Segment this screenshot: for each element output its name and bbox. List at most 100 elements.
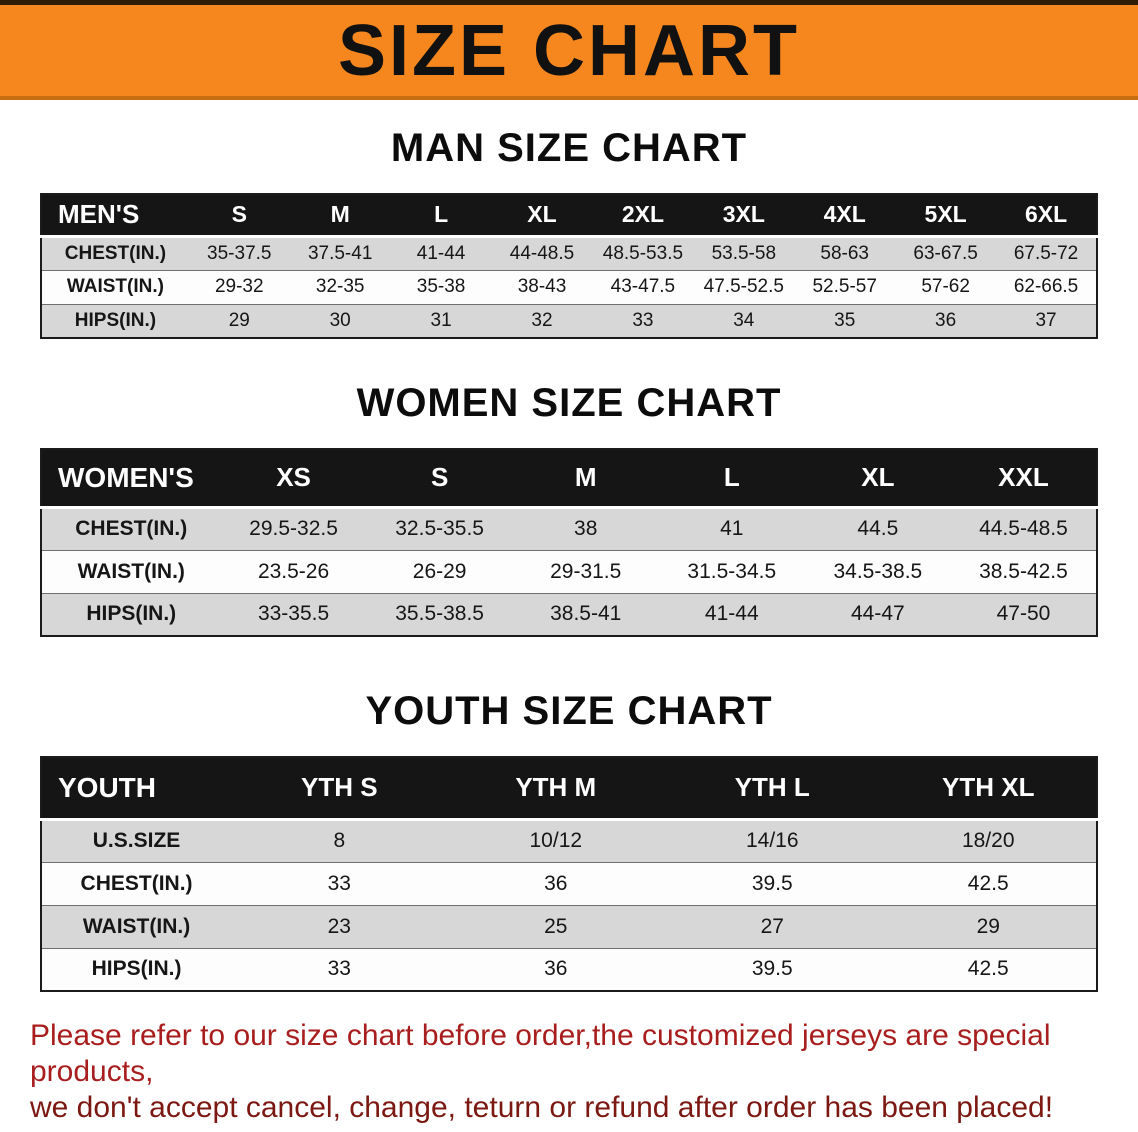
size-value: 31.5-34.5 — [658, 549, 805, 593]
size-value: 41-44 — [390, 235, 492, 270]
size-value: 47.5-52.5 — [693, 269, 795, 304]
size-value: 32.5-35.5 — [366, 506, 513, 550]
size-value: 33 — [231, 861, 448, 905]
size-value: 33 — [231, 947, 448, 991]
size-column-header: XXL — [950, 449, 1097, 509]
header-row: MEN'S S M L XL 2XL 3XL 4XL 5XL 6XL — [41, 194, 1097, 238]
women-size-table: WOMEN'S XS S M L XL XXL CHEST(IN.) 29.5-32.5 32.5… — [40, 448, 1098, 637]
footer-note: Please refer to our size chart before or… — [0, 1018, 1138, 1126]
size-value: 48.5-53.5 — [592, 235, 694, 270]
size-value: 39.5 — [664, 947, 881, 991]
size-value: 29.5-32.5 — [220, 506, 367, 550]
size-value: 44.5-48.5 — [950, 506, 1097, 550]
size-value: 35-37.5 — [188, 235, 290, 270]
size-value: 67.5-72 — [996, 235, 1097, 270]
size-column-header: L — [390, 194, 492, 238]
size-value: 23 — [231, 904, 448, 948]
size-value: 62-66.5 — [996, 269, 1097, 304]
size-value: 10/12 — [447, 818, 665, 862]
size-column-header: XL — [491, 194, 593, 238]
size-value: 25 — [447, 904, 665, 948]
size-chart-banner: SIZE CHART — [0, 0, 1138, 100]
size-value: 36 — [447, 947, 665, 991]
size-value: 32 — [491, 303, 593, 338]
size-value: 18/20 — [880, 818, 1097, 862]
table-title-cell: YOUTH — [41, 757, 232, 821]
size-column-header: L — [658, 449, 805, 509]
youth-size-section: YOUTH SIZE CHART YOUTH YTH S YTH M YTH L YTH… — [0, 689, 1138, 992]
table-row: HIPS(IN.) 33-35.5 35.5-38.5 38.5-41 41-44 44-… — [41, 592, 1097, 636]
row-label: HIPS(IN.) — [41, 303, 189, 338]
size-value: 53.5-58 — [693, 235, 795, 270]
row-label: CHEST(IN.) — [41, 861, 232, 905]
size-value: 30 — [289, 303, 391, 338]
size-value: 47-50 — [950, 592, 1097, 636]
size-value: 57-62 — [895, 269, 997, 304]
size-value: 38.5-41 — [512, 592, 659, 636]
size-value: 8 — [231, 818, 448, 862]
size-column-header: 6XL — [996, 194, 1097, 238]
size-value: 27 — [664, 904, 881, 948]
header-row: WOMEN'S XS S M L XL XXL — [41, 449, 1097, 509]
row-label: HIPS(IN.) — [41, 592, 221, 636]
size-column-header: XS — [220, 449, 367, 509]
size-column-header: YTH XL — [880, 757, 1097, 821]
footer-note-line1: Please refer to our size chart before or… — [30, 1019, 1051, 1088]
table-row: HIPS(IN.) 29 30 31 32 33 34 35 36 37 — [41, 303, 1097, 338]
size-value: 52.5-57 — [794, 269, 896, 304]
youth-size-table-grid: YOUTH YTH S YTH M YTH L YTH XL U.S.SIZE 8 10/12… — [40, 756, 1098, 992]
row-label: WAIST(IN.) — [41, 549, 221, 593]
table-row: WAIST(IN.) 23 25 27 29 — [41, 904, 1097, 948]
man-size-table: MEN'S S M L XL 2XL 3XL 4XL 5XL 6XL CHEST(IN.) 35-37… — [40, 193, 1098, 339]
table-row: CHEST(IN.) 33 36 39.5 42.5 — [41, 861, 1097, 905]
size-value: 44-47 — [804, 592, 951, 636]
women-size-section: WOMEN SIZE CHART WOMEN'S XS S M L XL XXL CHEST(… — [0, 381, 1138, 637]
size-value: 29 — [188, 303, 290, 338]
table-row: U.S.SIZE 8 10/12 14/16 18/20 — [41, 818, 1097, 862]
header-row: YOUTH YTH S YTH M YTH L YTH XL — [41, 757, 1097, 821]
table-row: WAIST(IN.) 29-32 32-35 35-38 38-43 43-47.5 47.… — [41, 269, 1097, 304]
size-column-header: M — [512, 449, 659, 509]
size-value: 29-31.5 — [512, 549, 659, 593]
size-value: 38.5-42.5 — [950, 549, 1097, 593]
row-label: WAIST(IN.) — [41, 904, 232, 948]
size-value: 32-35 — [289, 269, 391, 304]
size-value: 34 — [693, 303, 795, 338]
size-column-header: 5XL — [895, 194, 997, 238]
size-value: 34.5-38.5 — [804, 549, 951, 593]
size-value: 36 — [895, 303, 997, 338]
man-size-section: MAN SIZE CHART MEN'S S M L XL 2XL 3XL 4XL 5XL 6XL… — [0, 126, 1138, 339]
size-column-header: YTH M — [447, 757, 665, 821]
size-value: 41 — [658, 506, 805, 550]
size-value: 29-32 — [188, 269, 290, 304]
table-row: CHEST(IN.) 29.5-32.5 32.5-35.5 38 41 44.5 44.5… — [41, 506, 1097, 550]
man-size-heading: MAN SIZE CHART — [390, 126, 748, 170]
size-value: 23.5-26 — [220, 549, 367, 593]
youth-size-heading: YOUTH SIZE CHART — [365, 689, 773, 733]
row-label: WAIST(IN.) — [41, 269, 189, 304]
row-label: U.S.SIZE — [41, 818, 232, 862]
size-value: 29 — [880, 904, 1097, 948]
size-value: 39.5 — [664, 861, 881, 905]
size-column-header: XL — [804, 449, 951, 509]
women-size-table-grid: WOMEN'S XS S M L XL XXL CHEST(IN.) 29.5-32.5 32.5… — [40, 448, 1098, 637]
size-value: 58-63 — [794, 235, 896, 270]
table-row: HIPS(IN.) 33 36 39.5 42.5 — [41, 947, 1097, 991]
size-value: 37 — [996, 303, 1097, 338]
size-value: 35-38 — [390, 269, 492, 304]
size-value: 43-47.5 — [592, 269, 694, 304]
footer-note-line2: we don't accept cancel, change, teturn o… — [30, 1091, 1054, 1124]
women-size-heading: WOMEN SIZE CHART — [356, 381, 782, 425]
row-label: CHEST(IN.) — [41, 235, 189, 270]
size-column-header: S — [366, 449, 513, 509]
size-value: 42.5 — [880, 947, 1097, 991]
youth-size-table: YOUTH YTH S YTH M YTH L YTH XL U.S.SIZE 8 10/12… — [40, 756, 1098, 992]
size-value: 44.5 — [804, 506, 951, 550]
size-column-header: YTH L — [664, 757, 881, 821]
row-label: HIPS(IN.) — [41, 947, 232, 991]
size-value: 41-44 — [658, 592, 805, 636]
table-title-cell: MEN'S — [41, 194, 189, 238]
man-size-table-grid: MEN'S S M L XL 2XL 3XL 4XL 5XL 6XL CHEST(IN.) 35-37… — [40, 193, 1098, 339]
size-value: 63-67.5 — [895, 235, 997, 270]
size-value: 26-29 — [366, 549, 513, 593]
